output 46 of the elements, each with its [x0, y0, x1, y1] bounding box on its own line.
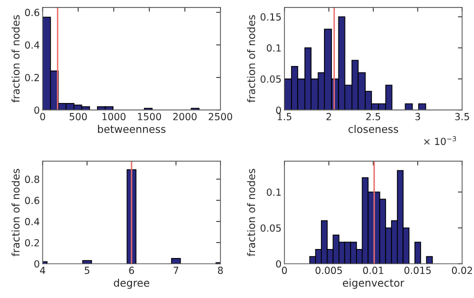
y-tick-label: 0.6	[25, 196, 40, 204]
y-tick-label: 0.2	[25, 74, 39, 82]
x-tick-label: 0.01	[363, 266, 384, 274]
x-tick-label: 8	[218, 266, 223, 274]
y-axis-title: fraction of nodes	[247, 168, 256, 256]
x-axis-title: degree	[114, 278, 150, 289]
y-tick-label: 0	[276, 106, 281, 114]
y-tick-label: 0.8	[25, 176, 40, 184]
x-axis-title: betweenness	[98, 124, 166, 133]
x-tick-label: 1500	[138, 112, 162, 120]
y-axis-title: fraction of nodes	[12, 168, 20, 256]
x-tick-label: 6	[129, 266, 134, 274]
x-tick-label: 7	[174, 266, 178, 274]
x-tick-label: 2500	[208, 112, 232, 120]
x-tick-label: 500	[70, 112, 87, 120]
x-tick-label: 2	[326, 112, 331, 120]
y-tick-label: 0.4	[25, 218, 40, 226]
text: × 10$^{−3}$	[424, 136, 456, 146]
x-tick-label: 2000	[173, 112, 197, 120]
y-axis-title: fraction of nodes	[12, 15, 20, 103]
y-tick-label: 0.15	[260, 13, 281, 21]
y-axis-title: fraction of nodes	[247, 15, 256, 103]
y-tick-label: 0.05	[260, 75, 281, 83]
x-tick-label: 3.5	[455, 112, 470, 120]
x-tick-label: 4	[40, 266, 46, 274]
y-tick-label: 0	[276, 260, 281, 268]
x-tick-label: 3	[415, 112, 420, 120]
x-tick-label: 0.005	[316, 266, 342, 274]
y-tick-label: 0.1	[266, 188, 281, 196]
x-tick-label: 0	[282, 266, 287, 274]
x-tick-label: 1000	[102, 112, 126, 120]
x-axis-title: eigenvector	[342, 278, 404, 289]
x-tick-label: 0	[40, 112, 46, 120]
y-tick-label: 0.05	[260, 224, 281, 232]
y-tick-label: 0.6	[25, 8, 40, 16]
y-tick-label: 0.4	[25, 41, 40, 49]
x-tick-label: 1.5	[278, 113, 292, 120]
x-axis-title: closeness	[348, 124, 398, 133]
x-tick-label: 2.5	[366, 112, 380, 120]
x-tick-label: 5	[84, 266, 90, 274]
y-tick-label: 0.1	[266, 44, 281, 52]
y-tick-label: 0	[34, 260, 40, 268]
x-tick-label: 0.02	[452, 266, 472, 274]
y-tick-label: 0.2	[25, 239, 39, 246]
y-tick-label: 0	[34, 106, 40, 114]
x-tick-label: 0.015	[404, 266, 431, 274]
